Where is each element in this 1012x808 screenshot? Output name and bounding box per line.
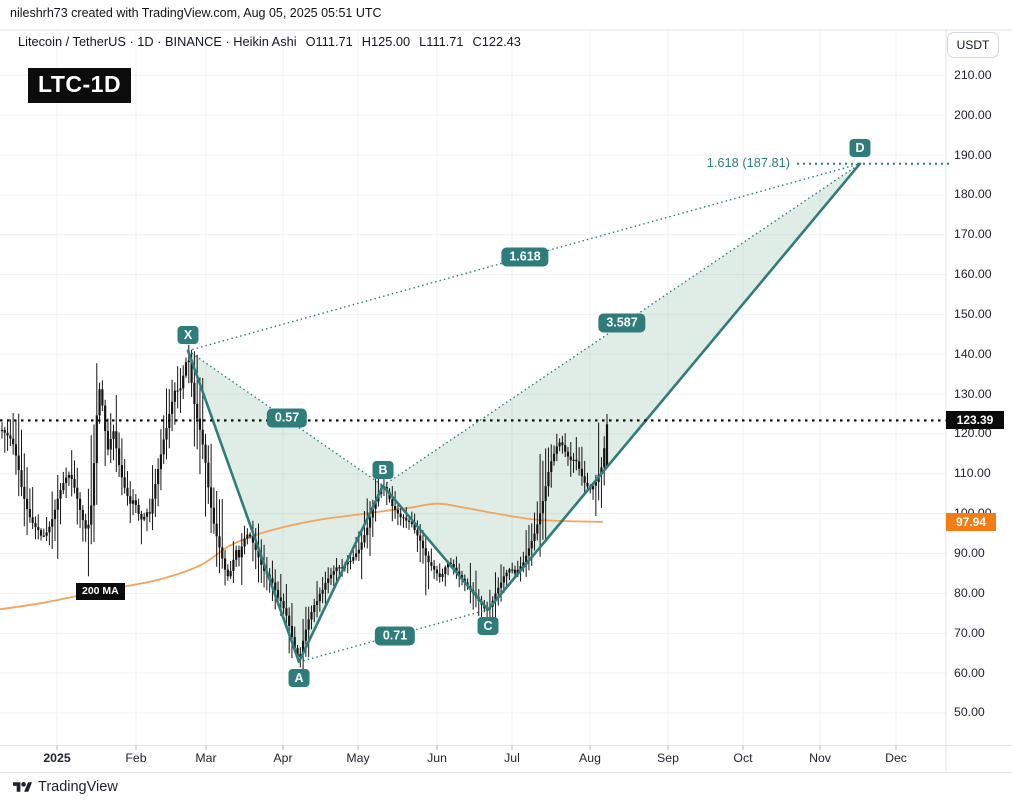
price-axis-label: 170.00	[954, 227, 992, 242]
price-axis-label: 70.00	[954, 625, 985, 640]
ohlc-open: O111.71	[305, 34, 353, 49]
pattern-point-c[interactable]: C	[477, 616, 499, 635]
pattern-point-b[interactable]: B	[372, 460, 394, 479]
price-axis-label: 150.00	[954, 306, 992, 321]
price-axis-label: 180.00	[954, 187, 992, 202]
tradingview-logo-text: TradingView	[38, 779, 118, 795]
ohlc-low: L111.71	[419, 34, 464, 49]
time-axis-label: Oct	[733, 751, 753, 765]
price-axis-label: 190.00	[954, 147, 992, 162]
pattern-point-x[interactable]: X	[177, 325, 199, 344]
price-axis-label: 120.00	[954, 426, 992, 441]
last-price-tag: 123.39	[946, 411, 1004, 430]
time-axis-label: Apr	[273, 751, 293, 765]
time-axis-label: May	[346, 751, 370, 765]
pattern-xabcd-line[interactable]	[186, 162, 862, 664]
price-axis-label: 210.00	[954, 67, 992, 82]
fib-ratio-label[interactable]: 0.71	[374, 626, 416, 646]
price-axis-label: 60.00	[954, 665, 985, 680]
symbol-watermark-label: LTC-1D	[28, 68, 132, 103]
price-axis-label: 50.00	[954, 705, 985, 720]
chart-legend: Litecoin / TetherUS · 1D · BINANCE · Hei…	[18, 34, 521, 49]
time-axis-label: Mar	[195, 751, 217, 765]
fib-target-level-label: 1.618 (187.81)	[706, 155, 790, 170]
pattern-point-a[interactable]: A	[288, 668, 310, 687]
time-axis-label: Sep	[657, 751, 679, 765]
ohlc-close: C122.43	[472, 34, 521, 49]
attribution-text: nileshrh73 created with TradingView.com,…	[10, 6, 382, 20]
tradingview-logo-icon	[13, 781, 32, 792]
symbol-title: Litecoin / TetherUS · 1D · BINANCE · Hei…	[18, 34, 297, 49]
grid	[0, 30, 946, 746]
price-axis-label: 130.00	[954, 386, 992, 401]
ohlc-high: H125.00	[361, 34, 411, 49]
pattern-point-d[interactable]: D	[849, 138, 871, 157]
currency-unit-button[interactable]: USDT	[947, 32, 999, 58]
time-axis-label: Aug	[579, 751, 601, 765]
time-axis-label: Feb	[125, 751, 147, 765]
time-axis-label: Jun	[427, 751, 447, 765]
fib-ratio-label[interactable]: 0.57	[266, 408, 308, 428]
fib-dotted-lines	[187, 163, 861, 663]
time-axis-label: 2025	[43, 751, 71, 765]
tradingview-logo[interactable]: TradingView	[13, 779, 118, 795]
candles	[0, 344, 609, 675]
price-axis-label: 140.00	[954, 346, 992, 361]
axis-borders	[0, 29, 1012, 773]
price-axis-label: 80.00	[954, 585, 985, 600]
price-axis-label: 90.00	[954, 546, 985, 560]
time-axis-label: Jul	[504, 751, 520, 765]
ma-price-tag: 97.94	[946, 512, 996, 531]
time-axis-label: Nov	[809, 751, 831, 765]
price-axis-label: 110.00	[954, 466, 991, 481]
time-axis-label: Dec	[885, 751, 907, 765]
price-axis-label: 160.00	[954, 267, 992, 282]
fib-ratio-label[interactable]: 1.618	[501, 247, 549, 267]
pattern-fill-bcd	[383, 163, 860, 610]
ma-200-label: 200 MA	[76, 583, 125, 600]
fib-ratio-label[interactable]: 3.587	[598, 313, 646, 333]
price-axis-label: 200.00	[954, 107, 992, 122]
